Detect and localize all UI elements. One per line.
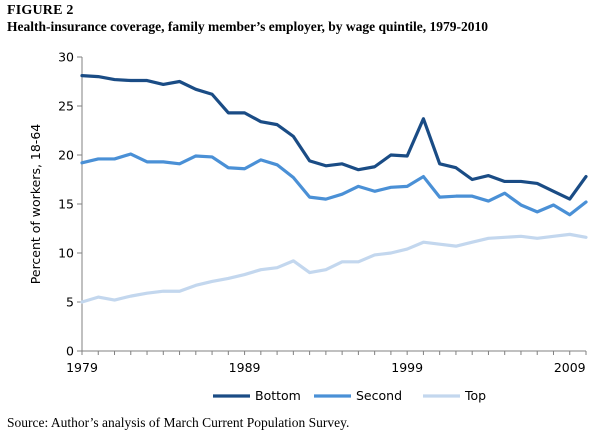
- chart-series: [80, 74, 588, 304]
- legend-label-top: Top: [464, 388, 486, 403]
- y-tick-label: 25: [58, 99, 74, 114]
- y-tick-label: 20: [58, 148, 74, 163]
- y-tick-label: 10: [58, 246, 74, 261]
- y-tick-label: 5: [66, 295, 74, 310]
- series-line-second: [80, 152, 588, 217]
- y-tick-label: 0: [66, 344, 74, 359]
- x-tick-label: 1999: [391, 360, 423, 375]
- figure-label: FIGURE 2: [7, 3, 74, 18]
- legend-label-bottom: Bottom: [255, 388, 301, 403]
- x-tick-label: 1979: [66, 360, 98, 375]
- y-tick-label: 15: [58, 197, 74, 212]
- series-line-top: [80, 232, 588, 304]
- chart-legend: Bottom Second Top: [213, 388, 486, 403]
- chart-axes: 0 5 10 15 20 25 30 1979 1989 1999 2009 Percent of w…: [28, 50, 587, 375]
- y-axis-title: Percent of workers, 18-64: [28, 124, 43, 284]
- x-tick-label: 1989: [229, 360, 261, 375]
- y-tick-label: 30: [58, 50, 74, 65]
- figure-title: Health-insurance coverage, family member…: [7, 19, 489, 34]
- x-tick-label: 2009: [554, 360, 586, 375]
- legend-label-second: Second: [356, 388, 402, 403]
- figure-source: Source: Author’s analysis of March Curre…: [7, 415, 350, 430]
- series-line-bottom: [80, 74, 588, 201]
